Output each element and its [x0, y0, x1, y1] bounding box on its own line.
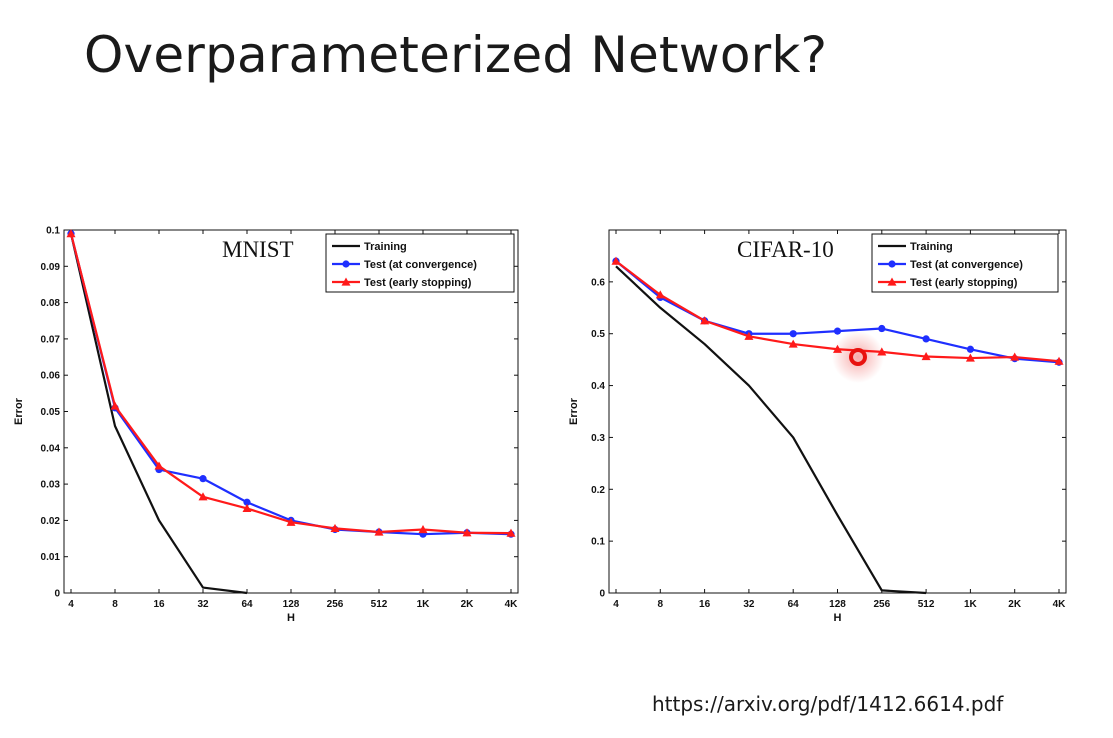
- data-point-circle: [243, 498, 251, 506]
- x-tick-label: 1K: [964, 599, 978, 610]
- y-tick-label: 0.09: [41, 262, 61, 273]
- legend-label: Training: [364, 241, 407, 253]
- cursor-ring: [849, 348, 867, 366]
- x-tick-label: 512: [918, 599, 935, 610]
- x-tick-label: 128: [829, 599, 846, 610]
- data-point-triangle: [462, 528, 472, 537]
- y-tick-label: 0.03: [41, 480, 61, 491]
- data-point-triangle: [374, 527, 384, 536]
- data-point-triangle: [921, 352, 931, 361]
- x-axis-label: H: [834, 612, 842, 624]
- x-tick-label: 4: [613, 599, 619, 610]
- data-point-triangle: [330, 523, 340, 532]
- cursor-highlight-icon: [832, 331, 884, 383]
- data-point-triangle: [66, 229, 76, 238]
- x-tick-label: 2K: [1008, 599, 1022, 610]
- x-tick-label: 16: [699, 599, 711, 610]
- data-point-triangle: [418, 524, 428, 534]
- data-point-triangle: [655, 290, 665, 299]
- data-point-triangle: [506, 528, 516, 537]
- y-tick-label: 0.05: [41, 407, 61, 418]
- legend: Training Test (at convergence) Test (early…: [871, 233, 1059, 293]
- cursor-glow: [832, 331, 884, 383]
- y-tick-label: 0.02: [41, 516, 61, 527]
- x-tick-label: 32: [197, 599, 209, 610]
- x-tick-label: 64: [241, 599, 253, 610]
- source-url-link[interactable]: https://arxiv.org/pdf/1412.6614.pdf: [652, 692, 1004, 716]
- legend-label: Test (at convergence): [910, 259, 1023, 271]
- y-tick-label: 0.1: [46, 226, 60, 237]
- x-tick-label: 32: [743, 599, 755, 610]
- data-point-triangle: [788, 339, 798, 348]
- data-point-triangle: [744, 331, 754, 340]
- y-tick-label: 0.4: [591, 381, 605, 392]
- legend: Training Test (at convergence) Test (early…: [325, 233, 515, 293]
- data-point-triangle: [286, 517, 296, 526]
- slide-title: Overparameterized Network?: [84, 26, 828, 84]
- legend-marker-circle: [342, 260, 350, 268]
- data-point-circle: [878, 324, 886, 333]
- y-tick-label: 0.2: [591, 485, 605, 496]
- x-tick-label: 256: [873, 599, 890, 610]
- data-point-circle: [833, 327, 842, 335]
- x-tick-label: 128: [283, 599, 300, 610]
- y-tick-label: 0.01: [41, 552, 61, 563]
- x-axis-label: H: [287, 612, 295, 624]
- x-tick-label: 8: [658, 599, 664, 610]
- chart-title: MNIST: [222, 237, 294, 262]
- y-tick-label: 0.3: [591, 433, 605, 444]
- x-tick-label: 4K: [505, 599, 519, 610]
- x-tick-label: 2K: [461, 599, 475, 610]
- data-point-triangle: [242, 503, 252, 513]
- legend-label: Test (at convergence): [364, 259, 477, 271]
- y-axis-label: Error: [568, 397, 580, 425]
- legend-label: Test (early stopping): [910, 277, 1018, 289]
- series-line-training: [69, 233, 248, 595]
- x-tick-label: 1K: [417, 599, 431, 610]
- y-axis-label: Error: [13, 397, 25, 425]
- chart-cifar-10: 0 0.1 0.2 0.3 0.4 0.5 0.6 4 8 16 32 64 128 256 512 1K 2K…: [568, 229, 1067, 624]
- y-tick-label: 0: [599, 589, 605, 600]
- x-tick-label: 256: [327, 599, 344, 610]
- legend-marker-triangle: [887, 277, 897, 286]
- legend-label: Training: [910, 241, 953, 253]
- y-tick-label: 0.04: [41, 443, 61, 454]
- data-point-circle: [966, 345, 975, 353]
- data-point-triangle: [154, 461, 164, 470]
- legend-label: Test (early stopping): [364, 277, 472, 289]
- data-point-triangle: [1010, 352, 1020, 361]
- x-tick-label: 64: [788, 599, 800, 610]
- x-tick-label: 512: [371, 599, 388, 610]
- y-tick-label: 0.1: [591, 537, 605, 548]
- data-point-circle: [922, 335, 930, 343]
- y-tick-label: 0: [54, 589, 60, 600]
- data-point-triangle: [965, 353, 975, 362]
- y-tick-label: 0.07: [41, 334, 61, 345]
- series-line-training: [615, 265, 927, 595]
- data-point-circle: [199, 475, 207, 483]
- y-tick-label: 0.06: [41, 371, 61, 382]
- data-point-triangle: [110, 401, 120, 410]
- chart-mnist: 0 0.01 0.02 0.03 0.04 0.05 0.06 0.07 0.08 0.09 0.1…: [13, 226, 519, 624]
- y-tick-label: 0.5: [591, 329, 605, 340]
- legend-marker-circle: [888, 260, 896, 268]
- data-point-triangle: [611, 256, 621, 265]
- legend-marker-triangle: [341, 277, 351, 286]
- x-tick-label: 8: [112, 599, 118, 610]
- y-tick-label: 0.08: [41, 298, 61, 309]
- data-point-triangle: [198, 492, 208, 501]
- data-point-circle: [789, 330, 797, 338]
- x-tick-label: 4: [68, 599, 74, 610]
- chart-title: CIFAR-10: [737, 237, 834, 262]
- data-point-triangle: [1054, 356, 1064, 365]
- y-tick-label: 0.6: [591, 277, 605, 288]
- x-tick-label: 4K: [1053, 599, 1067, 610]
- data-point-triangle: [700, 316, 710, 325]
- x-tick-label: 16: [153, 599, 165, 610]
